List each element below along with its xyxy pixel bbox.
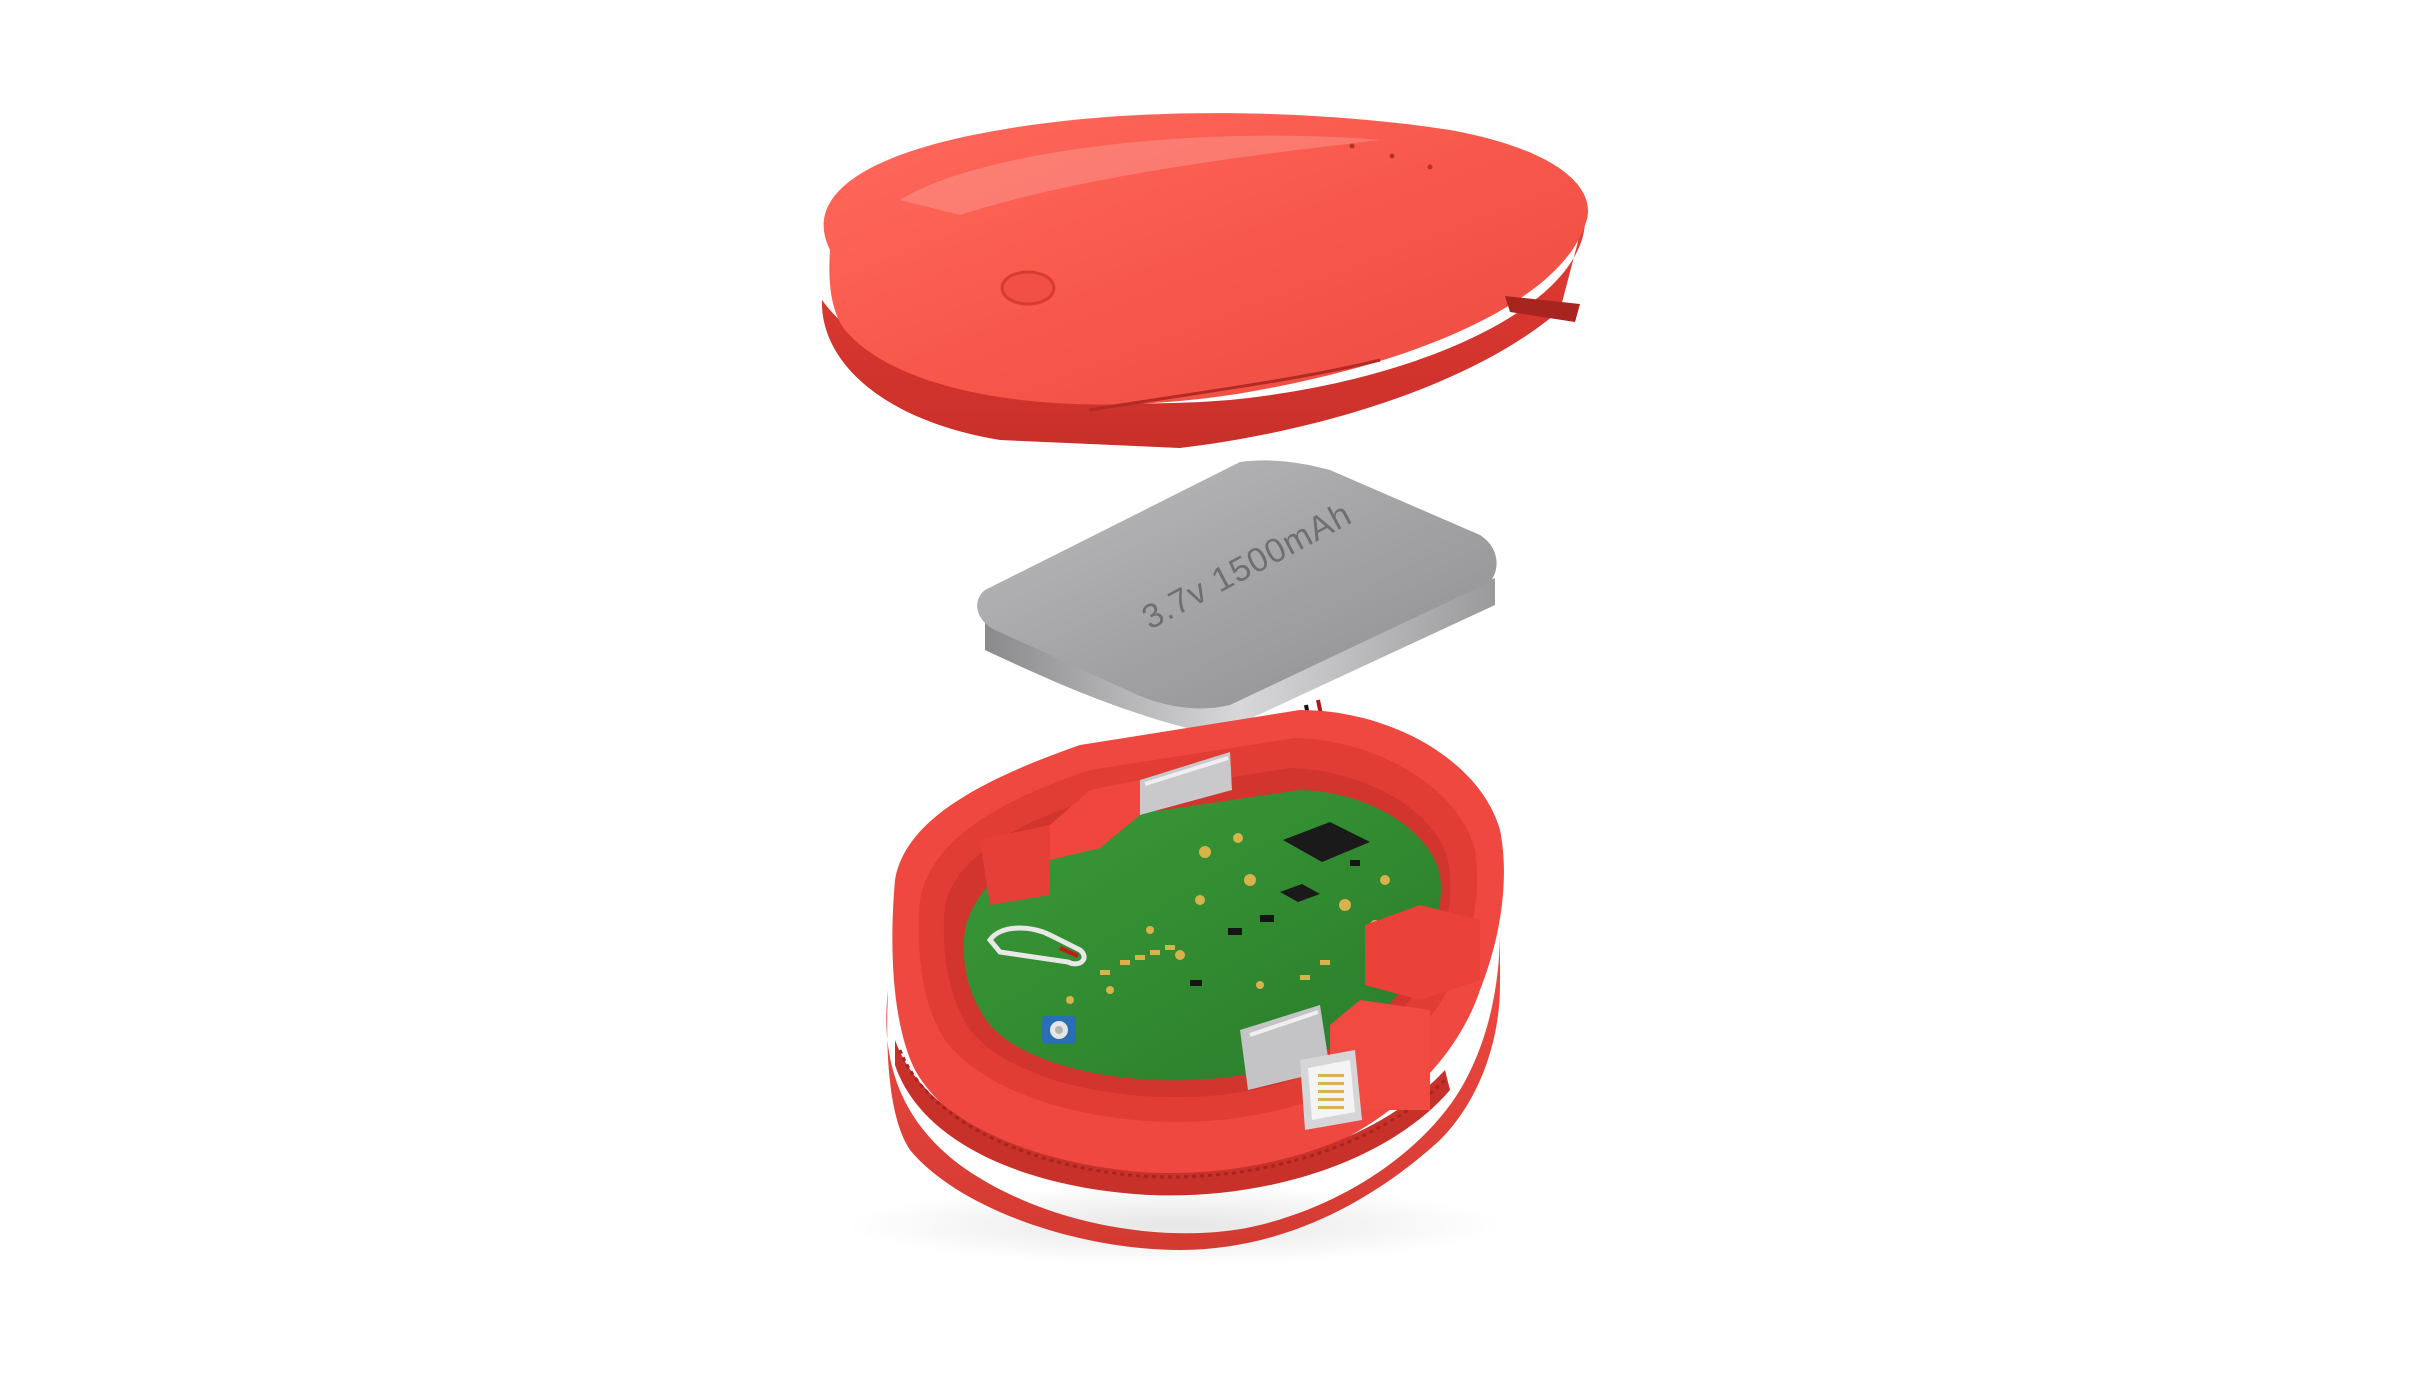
led-indicator-icon <box>1427 164 1433 170</box>
battery-top-face <box>977 460 1497 709</box>
lightning-connector <box>1300 1050 1362 1130</box>
led-indicator-icon <box>1389 153 1395 159</box>
braided-cable-texture <box>898 1049 1449 1179</box>
antenna-wire-red <box>1059 946 1079 958</box>
lid-highlight <box>900 135 1380 215</box>
battery-side <box>985 578 1495 735</box>
lid-top-face <box>823 113 1589 405</box>
ic-chip <box>1283 822 1370 862</box>
floor-shadow <box>845 1185 1505 1265</box>
led-indicator-icon <box>1349 143 1355 149</box>
lid <box>821 113 1589 448</box>
power-button <box>1000 270 1056 306</box>
circuit-board <box>963 790 1441 1081</box>
pcb-substrate <box>963 790 1441 1081</box>
tactile-switch <box>1042 1016 1076 1044</box>
ic-chip-small <box>1280 884 1320 902</box>
smd-components <box>1190 860 1360 986</box>
antenna-wire <box>986 925 1087 967</box>
solder-pads <box>1066 833 1390 1004</box>
lid-cable-notch <box>1505 296 1580 322</box>
left-cable-holder <box>980 752 1232 905</box>
lid-seam <box>1089 358 1381 412</box>
lid-side-wall <box>821 215 1586 448</box>
